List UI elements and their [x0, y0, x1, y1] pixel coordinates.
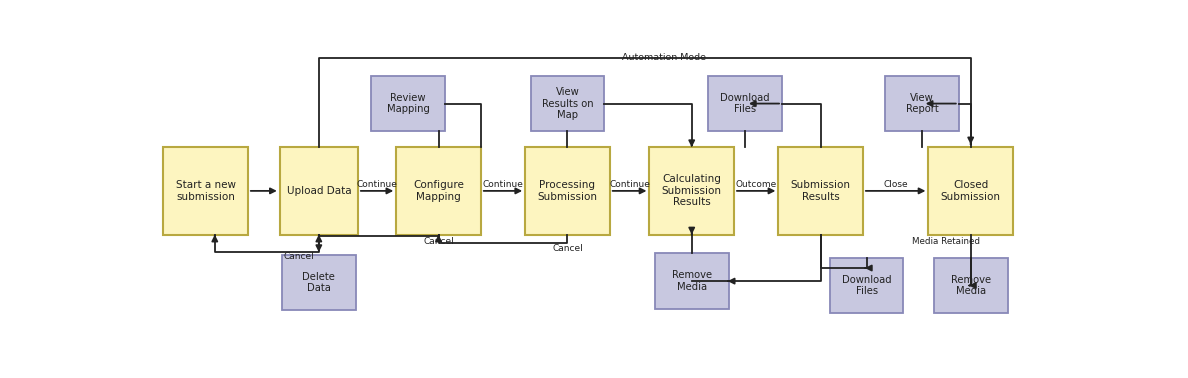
Text: Remove
Media: Remove Media: [671, 270, 712, 292]
FancyBboxPatch shape: [372, 76, 446, 131]
FancyBboxPatch shape: [934, 258, 1007, 313]
Text: Continue: Continue: [609, 180, 650, 189]
Text: Cancel: Cancel: [284, 252, 315, 261]
Text: Processing
Submission: Processing Submission: [537, 180, 598, 202]
Text: Cancel: Cancel: [423, 237, 454, 246]
FancyBboxPatch shape: [396, 147, 481, 234]
FancyBboxPatch shape: [829, 258, 903, 313]
Text: Continue: Continue: [356, 180, 398, 189]
FancyBboxPatch shape: [928, 147, 1013, 234]
Text: Submission
Results: Submission Results: [790, 180, 851, 202]
Text: Outcome: Outcome: [735, 180, 777, 189]
FancyBboxPatch shape: [279, 147, 358, 234]
Text: Delete
Data: Delete Data: [303, 272, 335, 293]
Text: Continue: Continue: [482, 180, 524, 189]
Text: Download
Files: Download Files: [842, 275, 891, 296]
Text: Automation Mode: Automation Mode: [623, 53, 706, 62]
FancyBboxPatch shape: [531, 76, 605, 131]
Text: Remove
Media: Remove Media: [950, 275, 991, 296]
Text: Configure
Mapping: Configure Mapping: [413, 180, 465, 202]
FancyBboxPatch shape: [655, 254, 728, 309]
FancyBboxPatch shape: [885, 76, 959, 131]
Text: Media Retained: Media Retained: [912, 237, 980, 246]
Text: Calculating
Submission
Results: Calculating Submission Results: [662, 174, 722, 208]
Text: View
Report: View Report: [905, 93, 939, 115]
FancyBboxPatch shape: [282, 255, 355, 310]
Text: Closed
Submission: Closed Submission: [941, 180, 1000, 202]
Text: Close: Close: [884, 180, 908, 189]
FancyBboxPatch shape: [650, 147, 734, 234]
Text: View
Results on
Map: View Results on Map: [542, 87, 593, 120]
Text: Download
Files: Download Files: [720, 93, 770, 115]
Text: Review
Mapping: Review Mapping: [387, 93, 430, 115]
FancyBboxPatch shape: [525, 147, 609, 234]
Text: Start a new
submission: Start a new submission: [176, 180, 235, 202]
Text: Cancel: Cancel: [552, 244, 583, 253]
FancyBboxPatch shape: [778, 147, 862, 234]
FancyBboxPatch shape: [163, 147, 248, 234]
FancyBboxPatch shape: [708, 76, 782, 131]
Text: Upload Data: Upload Data: [286, 186, 352, 196]
